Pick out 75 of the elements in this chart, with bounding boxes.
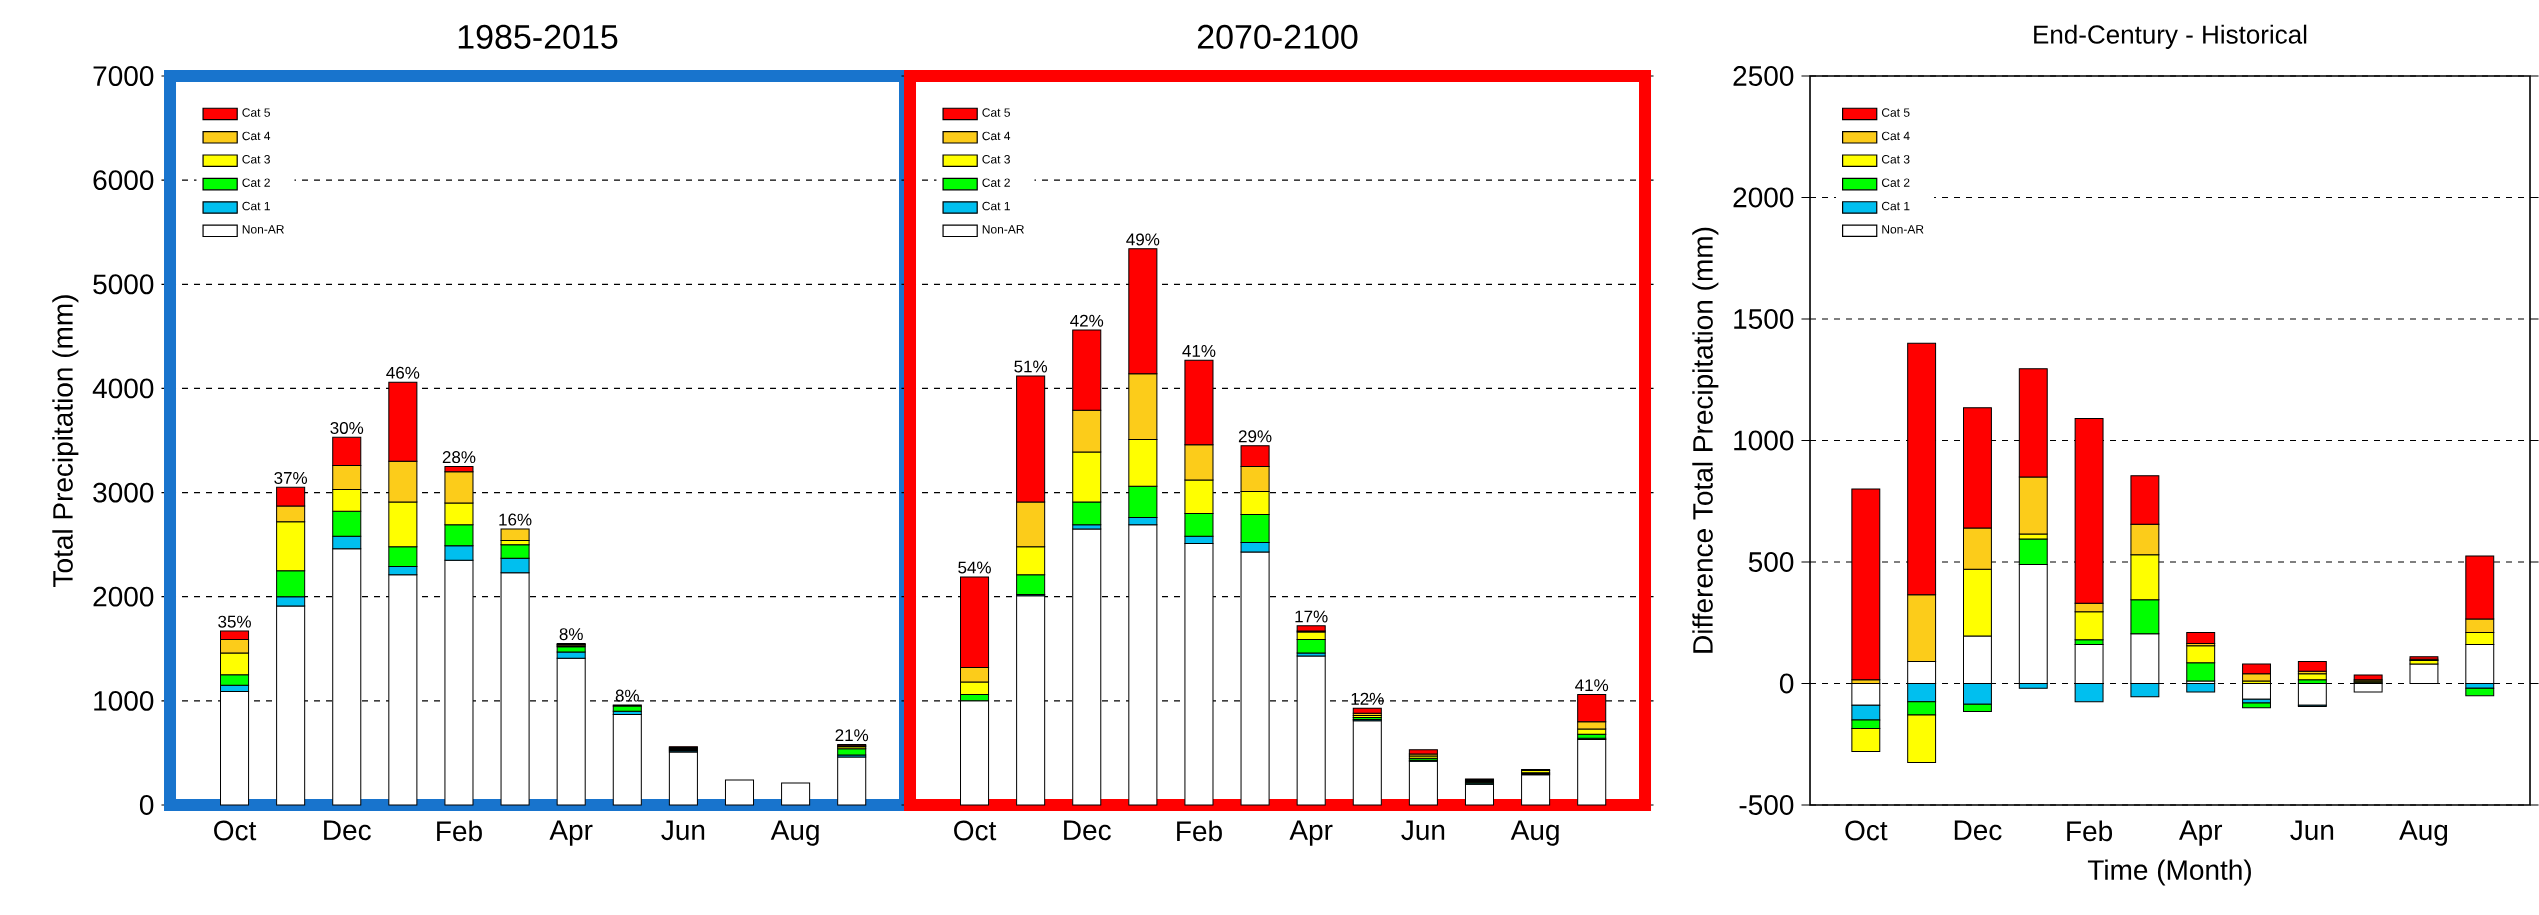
annotation: 30% [330, 421, 364, 434]
x-tick-label: Dec [324, 820, 371, 841]
y-tick-label: 0 [1779, 673, 1794, 694]
legend-label: Cat 2 [982, 178, 1010, 187]
y-tick-label: 6000 [93, 170, 154, 191]
y-tick-label: 7000 [93, 66, 154, 86]
x-tick-label: Aug [770, 820, 819, 846]
annotation: 8% [615, 689, 639, 702]
legend-label: Non-AR [982, 225, 1024, 234]
legend-label: Cat 4 [1881, 131, 1910, 141]
x-tick-label: Oct [1845, 820, 1888, 841]
annotation: 42% [1070, 314, 1104, 327]
annotation: 37% [274, 471, 308, 484]
x-tick-label: Oct [954, 820, 997, 841]
annotation: 51% [1014, 360, 1048, 373]
chart-title: 2070-2100 [1197, 24, 1358, 49]
y-tick-label: 5000 [93, 274, 154, 295]
y-axis-title: Total Precipitation (mm) [52, 295, 79, 587]
y-tick-label: 3000 [93, 482, 154, 503]
x-tick-label: Apr [549, 820, 593, 846]
y-tick-label: 1000 [94, 690, 154, 711]
x-tick-label: Aug [1510, 820, 1559, 846]
y-tick-label: 1500 [1734, 309, 1794, 329]
y-tick-label: 1000 [1734, 430, 1794, 451]
chart-title: End-Century - Historical [2034, 24, 2307, 49]
legend-label: Cat 2 [1881, 178, 1910, 187]
annotation: 8% [559, 628, 583, 641]
x-tick-label: Feb [1177, 820, 1222, 842]
annotation: 41% [1575, 679, 1609, 692]
legend-label: Cat 4 [242, 131, 271, 141]
annotation: 16% [499, 513, 532, 526]
legend-label: Cat 5 [982, 108, 1010, 117]
legend-label: Non-AR [242, 225, 284, 234]
x-axis-title: Time (Month) [2087, 859, 2251, 886]
annotation: 35% [218, 615, 251, 628]
y-tick-label: 2000 [1733, 187, 1794, 208]
legend-label: Cat 1 [242, 201, 270, 211]
annotation: 46% [386, 366, 420, 379]
annotation: 17% [1295, 610, 1328, 623]
y-tick-label: 2000 [93, 586, 154, 607]
y-tick-label: 500 [1748, 552, 1794, 572]
y-axis-title: Difference Total Precipitation (mm) [1692, 227, 1719, 653]
annotation: 29% [1238, 430, 1272, 443]
legend-label: Cat 3 [982, 155, 1010, 164]
x-tick-label: Dec [1064, 820, 1111, 841]
chart-title: 1985-2015 [458, 24, 618, 49]
annotation: 21% [835, 729, 869, 742]
y-tick-label: 0 [139, 795, 154, 815]
x-tick-label: Feb [437, 820, 482, 842]
x-tick-label: Dec [1954, 820, 2002, 841]
y-tick-label: -500 [1739, 795, 1794, 815]
legend-label: Cat 3 [242, 155, 270, 164]
x-tick-label: Apr [2178, 820, 2223, 846]
legend-label: Cat 1 [982, 201, 1010, 211]
x-tick-label: Aug [2399, 820, 2448, 846]
x-tick-label: Apr [1289, 820, 1333, 846]
x-tick-label: Feb [2067, 820, 2113, 842]
y-tick-label: 2500 [1733, 66, 1794, 86]
legend-label: Cat 2 [242, 178, 270, 187]
annotation: 49% [1126, 233, 1160, 246]
annotation: 41% [1182, 345, 1216, 357]
legend-label: Cat 5 [242, 108, 270, 117]
x-tick-label: Jun [1401, 820, 1445, 841]
annotation: 12% [1351, 692, 1384, 705]
legend-label: Cat 3 [1881, 155, 1910, 164]
legend-label: Cat 1 [1881, 201, 1910, 211]
legend-label: Non-AR [1882, 225, 1924, 234]
x-tick-label: Jun [2290, 820, 2334, 841]
x-tick-label: Oct [214, 820, 257, 841]
annotation: 28% [442, 451, 476, 464]
legend-label: Cat 4 [982, 131, 1011, 141]
x-tick-label: Jun [661, 820, 705, 841]
annotation: 54% [958, 561, 991, 574]
legend-label: Cat 5 [1881, 108, 1910, 117]
y-tick-label: 4000 [92, 378, 154, 399]
